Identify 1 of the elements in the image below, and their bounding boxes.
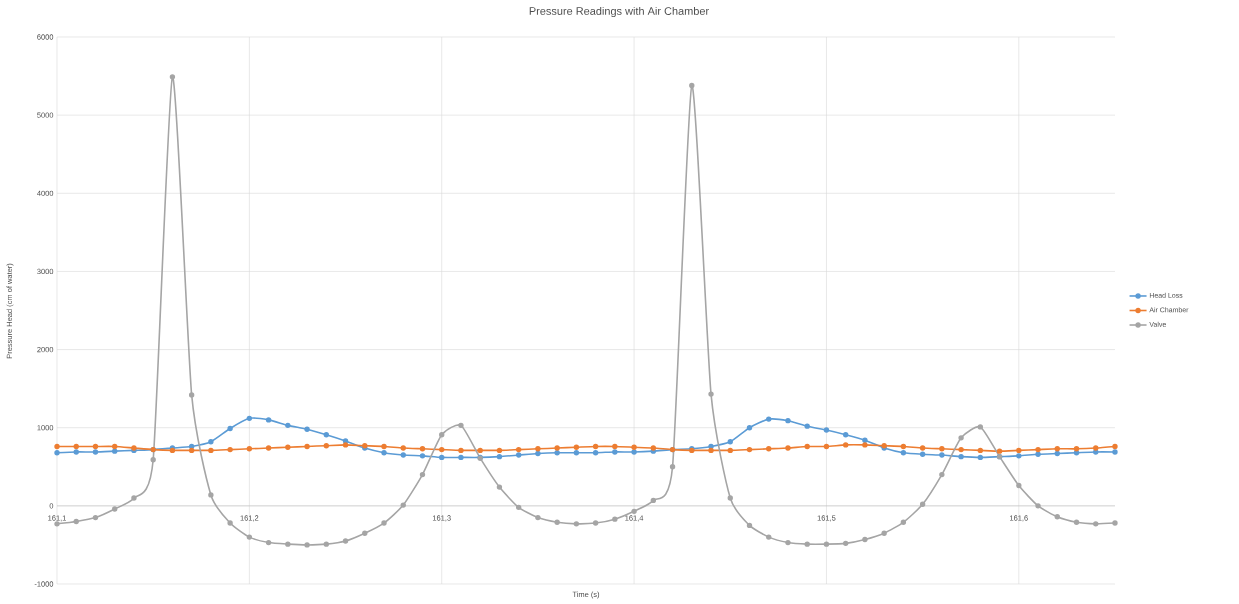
chart-title: Pressure Readings with Air Chamber — [529, 6, 709, 18]
